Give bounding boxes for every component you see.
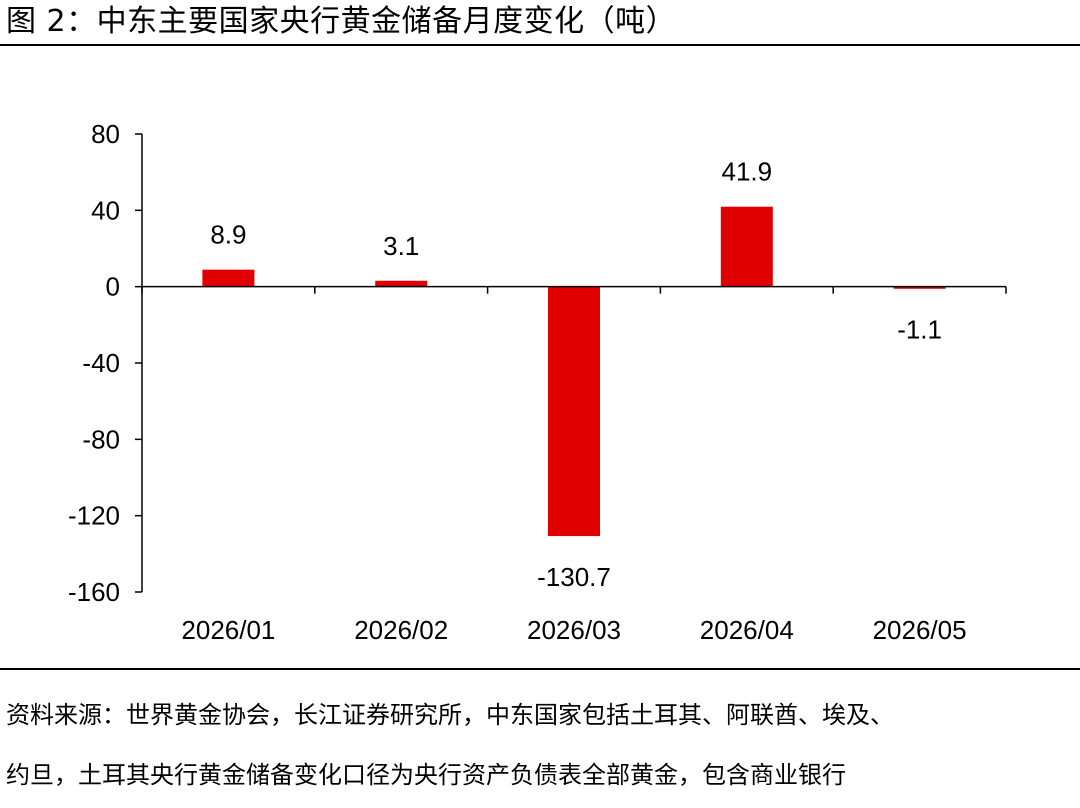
bar-2026-03 — [548, 286, 600, 537]
y-tick-label: 80 — [91, 119, 120, 149]
y-tick-label: -80 — [82, 424, 120, 454]
bar-2026-05 — [893, 286, 946, 289]
x-tick-label: 2026/03 — [527, 615, 621, 645]
y-tick-label: -40 — [82, 348, 120, 378]
y-axis: 80 40 0 -40 -80 -120 -160 — [68, 119, 143, 607]
x-axis: 2026/01 2026/02 2026/03 2026/04 2026/05 — [141, 285, 1007, 645]
data-label: 41.9 — [721, 157, 772, 187]
data-label: 8.9 — [210, 220, 246, 250]
y-tick-label: 40 — [91, 195, 120, 225]
source-note-line-2: 约旦，土耳其央行黄金储备变化口径为央行资产负债表全部黄金，包含商业银行 — [6, 761, 846, 789]
x-tick-label: 2026/02 — [354, 615, 448, 645]
x-tick-label: 2026/01 — [181, 615, 275, 645]
bars — [202, 206, 946, 537]
top-rule — [0, 44, 1080, 46]
source-note-line-1: 资料来源：世界黄金协会，长江证券研究所，中东国家包括土耳其、阿联酋、埃及、 — [6, 701, 894, 729]
data-label: -1.1 — [897, 315, 942, 345]
data-label: -130.7 — [537, 562, 611, 592]
y-tick-label: -120 — [68, 501, 120, 531]
bottom-rule — [0, 668, 1080, 670]
bar-2026-02 — [375, 280, 428, 287]
x-tick-label: 2026/04 — [700, 615, 794, 645]
data-label: 3.1 — [383, 231, 419, 261]
data-labels: 8.9 3.1 -130.7 41.9 -1.1 — [210, 157, 942, 592]
bar-2026-01 — [202, 269, 255, 287]
x-tick-label: 2026/05 — [873, 615, 967, 645]
figure-title: 图 2：中东主要国家央行黄金储备月度变化（吨） — [6, 4, 677, 39]
y-tick-label: -160 — [68, 577, 120, 607]
y-tick-label: 0 — [106, 272, 120, 302]
bar-2026-04 — [720, 206, 773, 287]
